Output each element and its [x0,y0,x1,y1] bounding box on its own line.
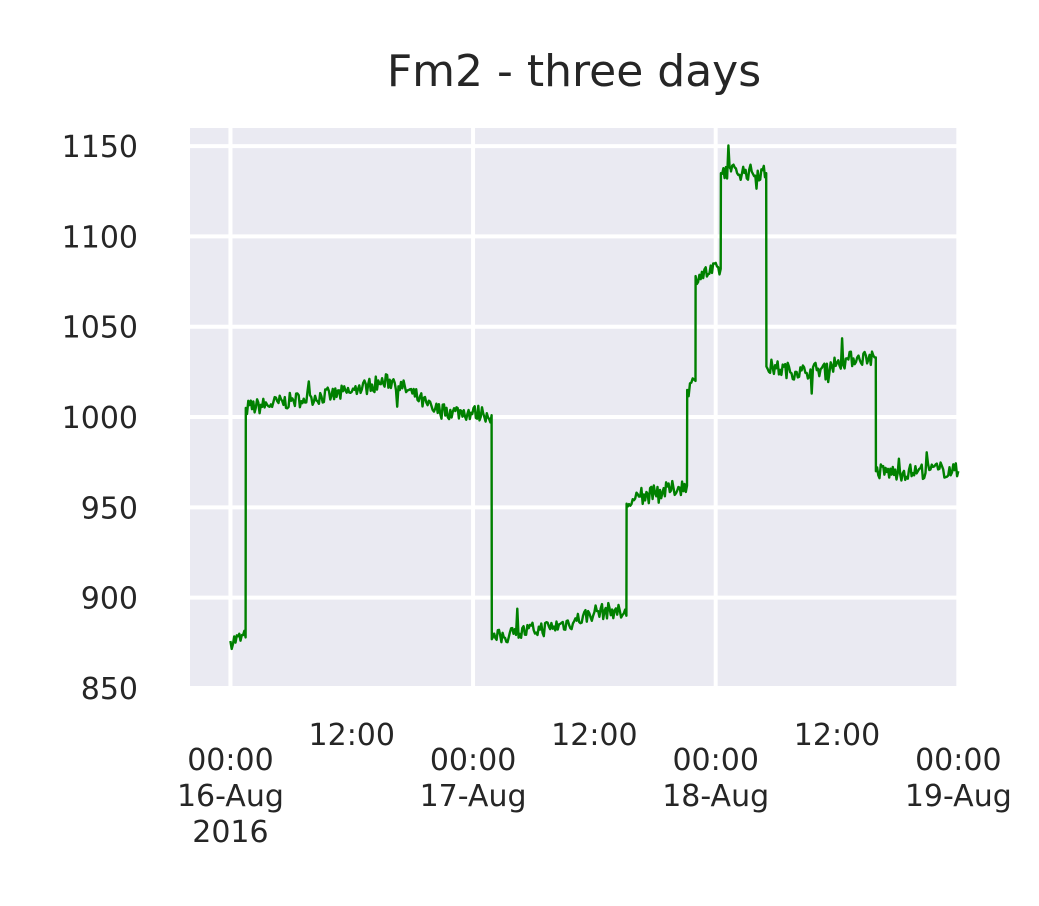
x-tick-label-line: 17-Aug [420,779,527,814]
y-tick-label: 1050 [62,311,138,346]
y-tick-label: 900 [81,582,138,617]
x-tick-label-line: 00:00 [187,743,273,778]
x-major-tick-label: 00:00 16-Aug 2016 [177,743,284,850]
x-tick-label-line: 00:00 [672,743,758,778]
x-minor-tick-label: 12:00 [551,718,637,753]
x-major-tick-label: 00:00 17-Aug [420,743,527,814]
grid-lines [190,128,961,690]
x-tick-label-line: 00:00 [430,743,516,778]
y-tick-label: 850 [81,672,138,707]
y-tick-label: 1000 [62,401,138,436]
y-axis-ticks: 850 900 950 1000 1050 1100 1150 [62,130,138,707]
x-major-tick-label: 00:00 19-Aug [905,743,1012,814]
x-minor-tick-label: 12:00 [309,718,395,753]
y-tick-label: 1150 [62,130,138,165]
x-tick-label-line: 2016 [192,815,268,850]
x-tick-label-line: 00:00 [915,743,1001,778]
chart-title: Fm2 - three days [387,46,761,97]
y-tick-label: 950 [81,491,138,526]
x-tick-label-line: 16-Aug [177,779,284,814]
x-minor-tick-label: 12:00 [794,718,880,753]
series-line [229,144,960,651]
x-major-tick-label: 00:00 18-Aug [662,743,769,814]
series-layer [229,144,960,651]
x-tick-label-line: 18-Aug [662,779,769,814]
plot-area [190,128,960,688]
x-tick-label-line: 19-Aug [905,779,1012,814]
y-tick-label: 1100 [62,220,138,255]
